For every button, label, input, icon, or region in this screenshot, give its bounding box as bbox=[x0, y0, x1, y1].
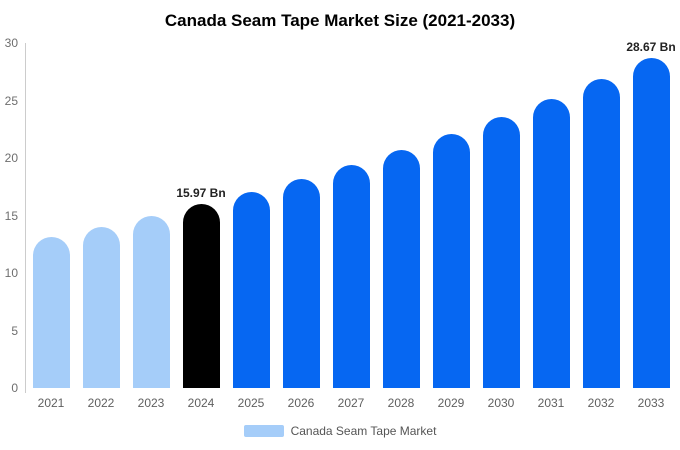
bar-2025 bbox=[232, 192, 270, 388]
bar-value-label-2033: 28.67 Bn bbox=[626, 40, 676, 55]
y-tick-label: 10 bbox=[4, 266, 18, 280]
legend-swatch bbox=[243, 425, 284, 437]
y-tick-label: 0 bbox=[11, 381, 18, 395]
bar-2032 bbox=[582, 79, 620, 388]
x-tick-label-2023: 2023 bbox=[137, 396, 165, 410]
bar-2026 bbox=[282, 178, 320, 388]
chart-title: Canada Seam Tape Market Size (2021-2033) bbox=[164, 11, 516, 30]
x-tick-label-2027: 2027 bbox=[337, 396, 365, 410]
x-tick-label-2022: 2022 bbox=[87, 396, 115, 410]
bar-2030 bbox=[482, 116, 520, 388]
x-tick-label-2033: 2033 bbox=[637, 396, 665, 410]
bar-2023 bbox=[132, 215, 170, 388]
legend-label: Canada Seam Tape Market bbox=[290, 424, 437, 438]
bar-2024 bbox=[182, 204, 220, 388]
x-tick-label-2025: 2025 bbox=[237, 396, 265, 410]
y-tick-label: 5 bbox=[11, 323, 18, 338]
y-tick-label: 15 bbox=[4, 208, 18, 223]
bar-2021 bbox=[32, 236, 70, 388]
bar-value-label-2024: 15.97 Bn bbox=[176, 186, 226, 201]
bar-2031 bbox=[532, 98, 570, 388]
bar-2027 bbox=[332, 164, 370, 388]
x-tick-label-2028: 2028 bbox=[387, 396, 415, 410]
x-tick-label-2026: 2026 bbox=[287, 396, 315, 410]
legend[interactable]: Canada Seam Tape Market bbox=[0, 424, 680, 438]
x-tick-label-2021: 2021 bbox=[37, 396, 65, 410]
y-tick-label: 25 bbox=[4, 93, 18, 108]
y-tick-label: 20 bbox=[4, 151, 18, 165]
y-axis-tick-labels: 0 5 10 15 20 25 30 bbox=[0, 36, 20, 395]
bar-2028 bbox=[382, 149, 420, 388]
bar-2033 bbox=[632, 58, 670, 388]
bar-2022 bbox=[82, 226, 120, 388]
x-tick-label-2024: 2024 bbox=[187, 396, 215, 410]
plot-area: 15.97 Bn 28.67 Bn bbox=[26, 40, 676, 388]
y-axis-line bbox=[25, 43, 26, 393]
y-tick-label: 30 bbox=[4, 36, 18, 50]
bar-2029 bbox=[432, 133, 470, 388]
x-tick-label-2030: 2030 bbox=[487, 396, 515, 410]
x-tick-label-2029: 2029 bbox=[437, 396, 465, 410]
x-tick-label-2031: 2031 bbox=[537, 396, 565, 410]
x-tick-label-2032: 2032 bbox=[587, 396, 615, 410]
